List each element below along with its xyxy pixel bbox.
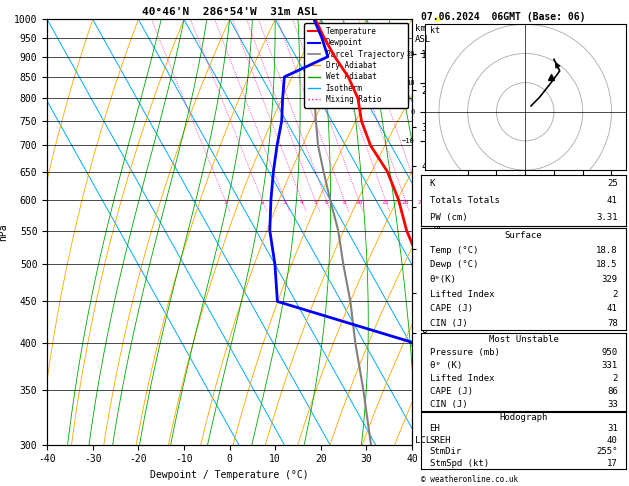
Text: 41: 41 bbox=[607, 196, 618, 205]
Text: 86: 86 bbox=[607, 387, 618, 396]
Text: 15: 15 bbox=[382, 200, 389, 205]
Text: 8: 8 bbox=[342, 200, 346, 205]
Text: km
ASL: km ASL bbox=[415, 24, 431, 44]
Text: CIN (J): CIN (J) bbox=[430, 319, 467, 328]
Text: 2: 2 bbox=[260, 200, 264, 205]
Text: Temp (°C): Temp (°C) bbox=[430, 246, 478, 255]
Text: 5: 5 bbox=[313, 200, 317, 205]
Text: StmSpd (kt): StmSpd (kt) bbox=[430, 459, 489, 468]
Text: 255°: 255° bbox=[596, 447, 618, 456]
Text: LCL: LCL bbox=[415, 435, 431, 445]
Text: 3: 3 bbox=[283, 200, 287, 205]
Text: K: K bbox=[430, 179, 435, 188]
Text: kt: kt bbox=[430, 26, 440, 35]
Text: © weatheronline.co.uk: © weatheronline.co.uk bbox=[421, 474, 518, 484]
Text: 31: 31 bbox=[607, 424, 618, 434]
Text: 4: 4 bbox=[300, 200, 304, 205]
Text: 3.31: 3.31 bbox=[596, 213, 618, 222]
Text: 331: 331 bbox=[601, 361, 618, 370]
Text: θᵉ(K): θᵉ(K) bbox=[430, 275, 457, 284]
Text: 2: 2 bbox=[612, 290, 618, 298]
Text: StmDir: StmDir bbox=[430, 447, 462, 456]
Text: 2: 2 bbox=[612, 374, 618, 383]
Text: 25: 25 bbox=[417, 200, 425, 205]
Text: θᵉ (K): θᵉ (K) bbox=[430, 361, 462, 370]
Text: CAPE (J): CAPE (J) bbox=[430, 304, 472, 313]
Text: 6: 6 bbox=[325, 200, 328, 205]
Text: Totals Totals: Totals Totals bbox=[430, 196, 499, 205]
Y-axis label: hPa: hPa bbox=[0, 223, 8, 241]
Title: 40°46'N  286°54'W  31m ASL: 40°46'N 286°54'W 31m ASL bbox=[142, 7, 318, 17]
Text: EH: EH bbox=[430, 424, 440, 434]
Text: 78: 78 bbox=[607, 319, 618, 328]
Text: 329: 329 bbox=[601, 275, 618, 284]
Text: 40: 40 bbox=[607, 436, 618, 445]
Text: 17: 17 bbox=[607, 459, 618, 468]
Text: Pressure (mb): Pressure (mb) bbox=[430, 348, 499, 357]
Text: Hodograph: Hodograph bbox=[499, 413, 548, 422]
Text: PW (cm): PW (cm) bbox=[430, 213, 467, 222]
Text: 18.8: 18.8 bbox=[596, 246, 618, 255]
Text: 25: 25 bbox=[607, 179, 618, 188]
Text: 18.5: 18.5 bbox=[596, 260, 618, 269]
Text: SREH: SREH bbox=[430, 436, 451, 445]
Text: Dewp (°C): Dewp (°C) bbox=[430, 260, 478, 269]
Y-axis label: Mixing Ratio (g/kg): Mixing Ratio (g/kg) bbox=[431, 176, 441, 288]
Text: CIN (J): CIN (J) bbox=[430, 399, 467, 409]
Text: 41: 41 bbox=[607, 304, 618, 313]
Text: CAPE (J): CAPE (J) bbox=[430, 387, 472, 396]
Text: Lifted Index: Lifted Index bbox=[430, 290, 494, 298]
Legend: Temperature, Dewpoint, Parcel Trajectory, Dry Adiabat, Wet Adiabat, Isotherm, Mi: Temperature, Dewpoint, Parcel Trajectory… bbox=[304, 23, 408, 107]
Text: Most Unstable: Most Unstable bbox=[489, 335, 559, 344]
X-axis label: Dewpoint / Temperature (°C): Dewpoint / Temperature (°C) bbox=[150, 470, 309, 480]
Text: 1: 1 bbox=[223, 200, 227, 205]
Text: Lifted Index: Lifted Index bbox=[430, 374, 494, 383]
Text: 950: 950 bbox=[601, 348, 618, 357]
Text: 33: 33 bbox=[607, 399, 618, 409]
Text: 10: 10 bbox=[355, 200, 362, 205]
Text: 07.06.2024  06GMT (Base: 06): 07.06.2024 06GMT (Base: 06) bbox=[421, 12, 586, 22]
Text: Surface: Surface bbox=[505, 231, 542, 240]
Text: 20: 20 bbox=[401, 200, 409, 205]
